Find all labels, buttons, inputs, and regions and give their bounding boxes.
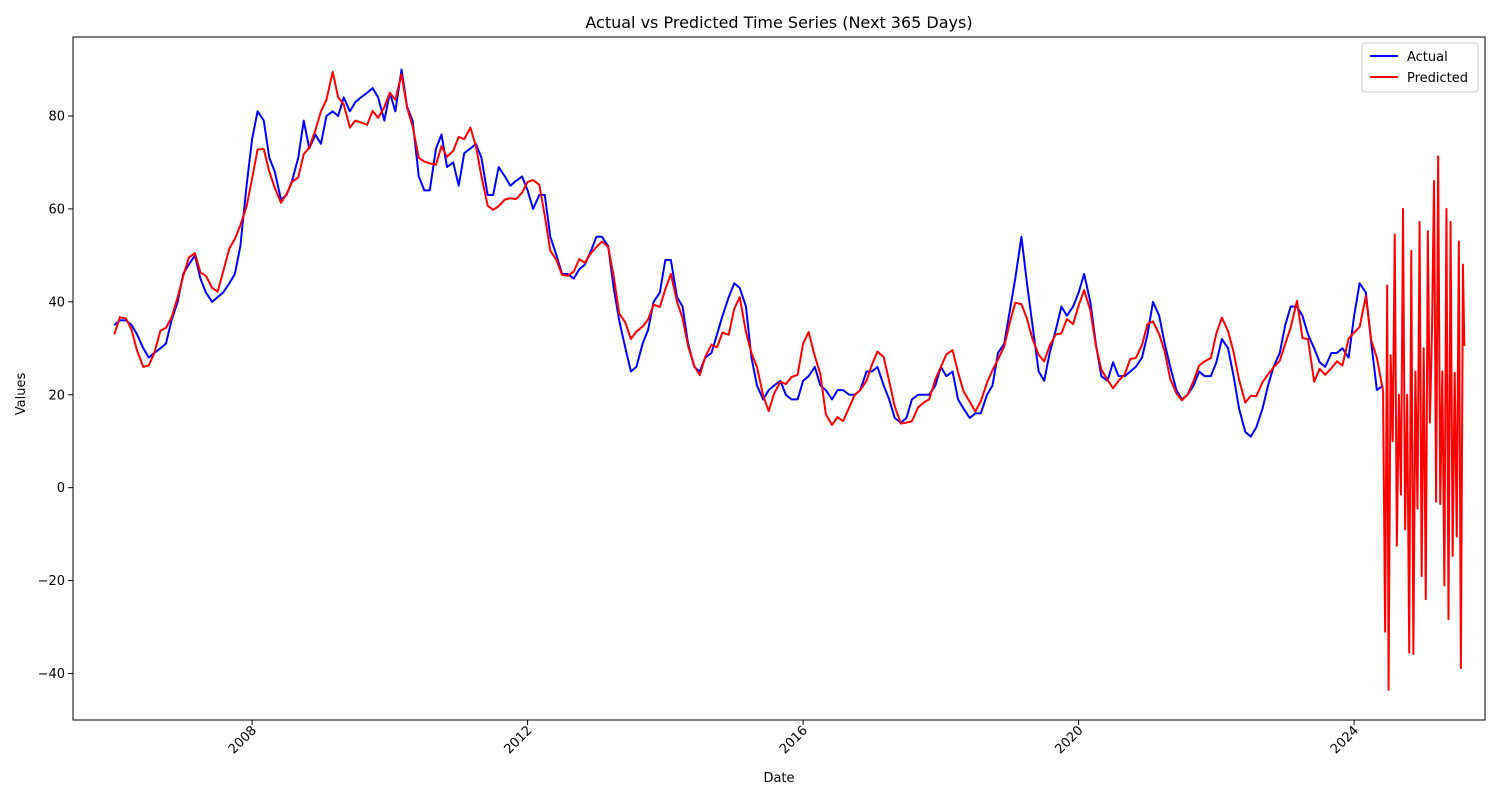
x-axis-title: Date — [763, 771, 794, 786]
legend: Actual Predicted — [1361, 42, 1479, 93]
y-tick-label: 0 — [57, 481, 65, 496]
y-tick-label: 20 — [48, 388, 65, 403]
series-line-predicted — [113, 70, 1466, 691]
y-tick-label: 60 — [48, 202, 65, 217]
y-axis: −40 −20 0 20 40 60 80 — [38, 109, 73, 682]
x-axis: 2008 2012 2016 2020 2024 — [226, 720, 1362, 757]
chart-title: Actual vs Predicted Time Series (Next 36… — [585, 13, 972, 32]
y-axis-title: Values — [14, 373, 29, 416]
plot-frame — [72, 36, 1486, 721]
legend-label-predicted: Predicted — [1407, 71, 1468, 86]
x-tick-label: 2020 — [1052, 723, 1086, 757]
y-tick-label: −20 — [38, 574, 65, 589]
y-tick-label: 40 — [48, 295, 65, 310]
x-tick-label: 2024 — [1328, 723, 1362, 757]
series-line-actual — [113, 68, 1384, 438]
y-tick-label: −40 — [38, 667, 65, 682]
y-tick-label: 80 — [48, 109, 65, 124]
plot-lines — [113, 68, 1466, 691]
x-tick-label: 2012 — [501, 723, 535, 757]
legend-label-actual: Actual — [1407, 50, 1448, 65]
x-tick-label: 2016 — [777, 723, 811, 757]
x-tick-label: 2008 — [226, 723, 260, 757]
